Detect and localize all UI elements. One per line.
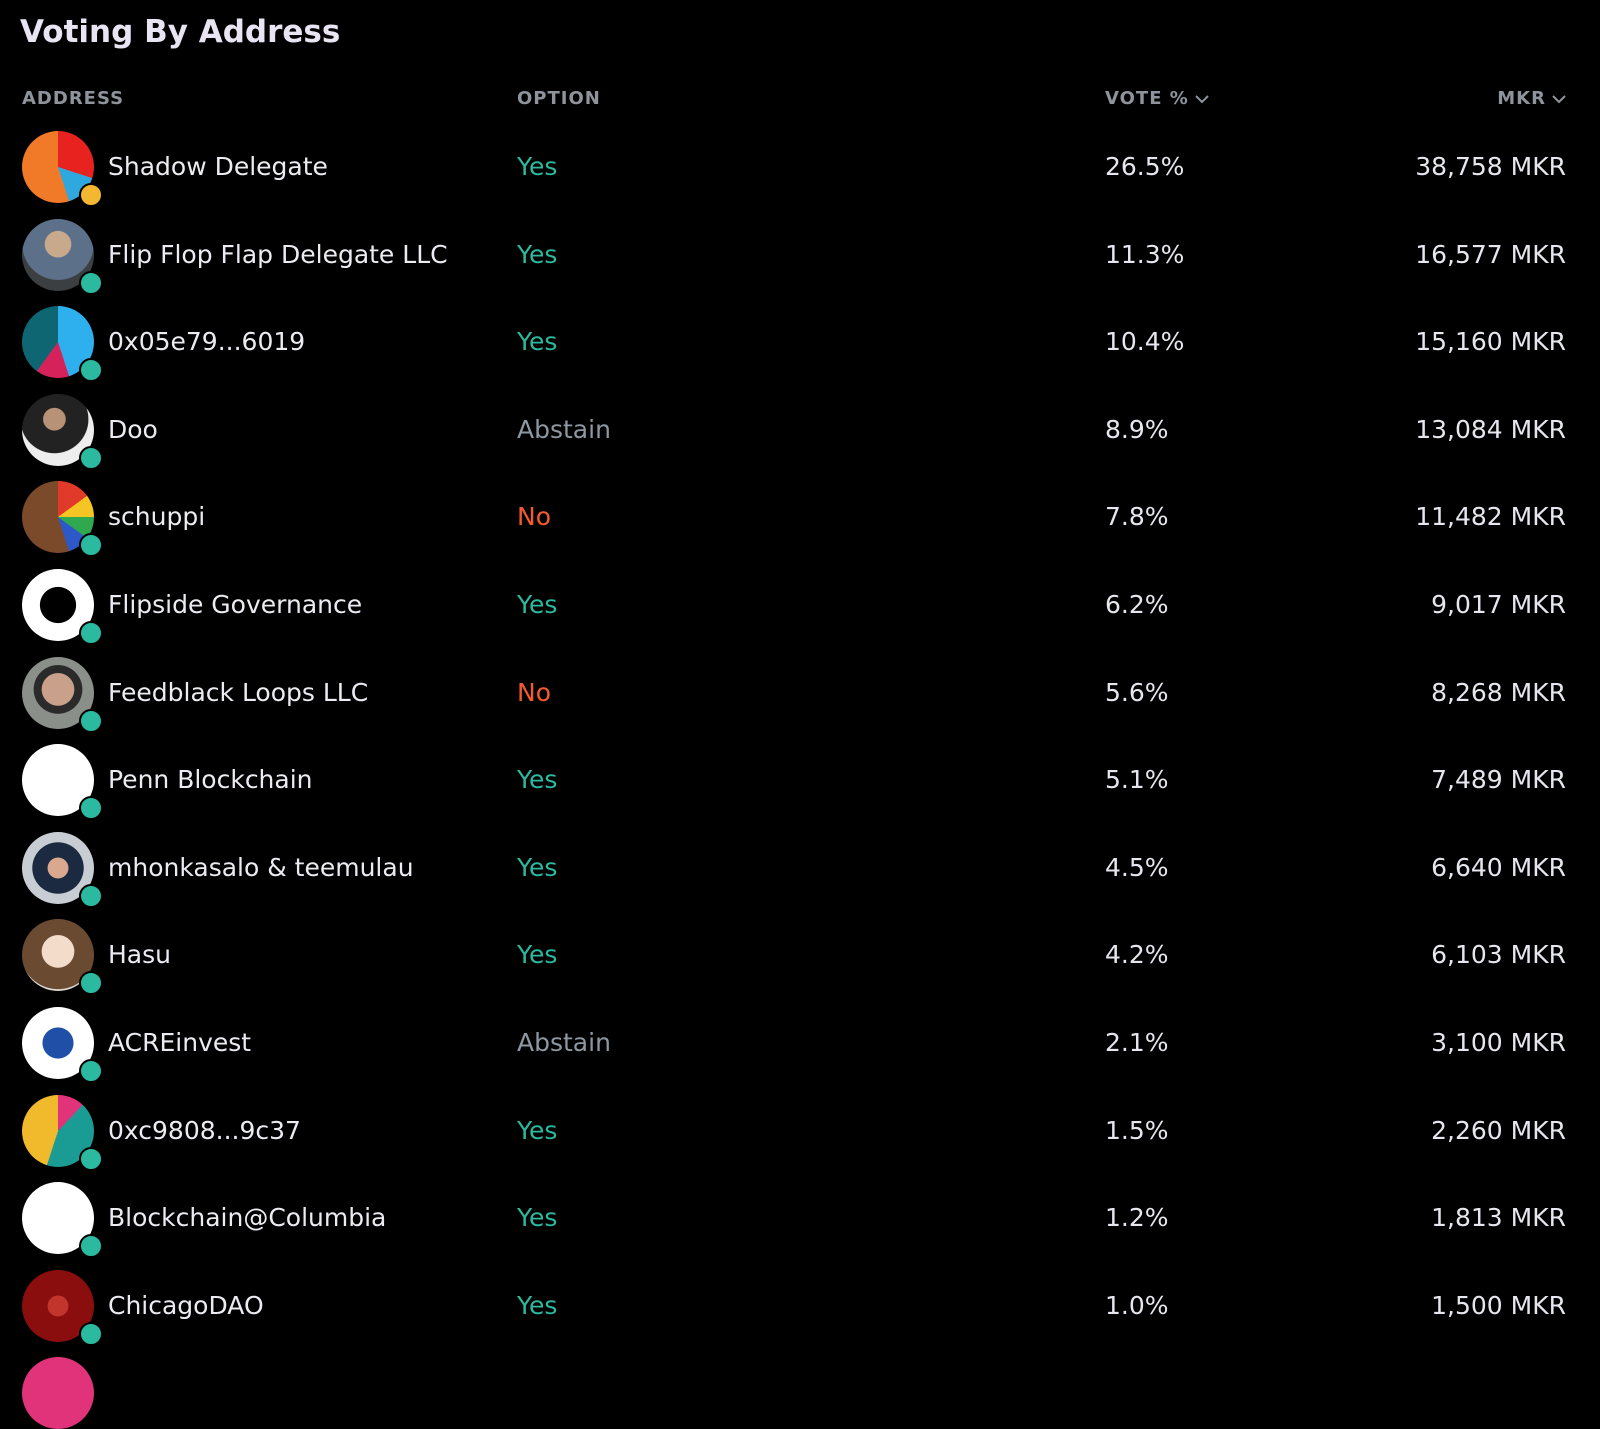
mkr-amount: 1,500 MKR bbox=[1431, 1290, 1566, 1320]
title: Voting By Address bbox=[20, 14, 341, 50]
badge bbox=[79, 796, 103, 821]
badge bbox=[79, 270, 103, 295]
mkr-amount: 3,100 MKR bbox=[1431, 1028, 1566, 1057]
vote-option: Yes bbox=[517, 327, 558, 357]
delegate-name[interactable]: 0xc9808...9c37 bbox=[108, 1115, 301, 1145]
badge bbox=[79, 708, 103, 733]
delegate-name[interactable]: Feedblack Loops LLC bbox=[108, 677, 369, 707]
vote-option: Yes bbox=[517, 239, 558, 269]
vote-option: No bbox=[517, 502, 551, 532]
vote-percent: 4.5% bbox=[1105, 852, 1169, 882]
badge bbox=[79, 183, 103, 207]
vote-percent: 4.2% bbox=[1105, 940, 1169, 970]
vote-percent: 11.3% bbox=[1105, 239, 1185, 269]
delegate-name[interactable]: 0x05e79...6019 bbox=[108, 327, 306, 357]
badge bbox=[79, 1146, 103, 1171]
header-label: ADDRESS bbox=[22, 88, 125, 109]
mkr-amount: 6,640 MKR bbox=[1431, 852, 1566, 882]
sort-chevron bbox=[1552, 95, 1566, 104]
header-label: OPTION bbox=[517, 88, 601, 109]
vote-percent: 2.1% bbox=[1105, 1028, 1169, 1057]
delegate-name[interactable]: Doo bbox=[108, 414, 158, 444]
badge bbox=[79, 1059, 103, 1083]
mkr-amount: 13,084 MKR bbox=[1415, 414, 1566, 444]
mkr-amount: 7,489 MKR bbox=[1431, 765, 1566, 795]
vote-percent: 26.5% bbox=[1105, 152, 1185, 181]
vote-percent: 1.0% bbox=[1105, 1290, 1169, 1320]
badge bbox=[79, 971, 103, 996]
sort-chevron bbox=[1195, 95, 1209, 104]
mkr-amount: 6,103 MKR bbox=[1431, 940, 1566, 970]
column-header: ADDRESS bbox=[22, 88, 124, 109]
mkr-amount: 8,268 MKR bbox=[1431, 677, 1566, 707]
delegate-name[interactable]: ACREinvest bbox=[108, 1028, 252, 1057]
badge bbox=[79, 1321, 103, 1346]
vote-percent: 8.9% bbox=[1105, 414, 1169, 444]
vote-option: Yes bbox=[517, 765, 558, 795]
vote-percent: 5.1% bbox=[1105, 765, 1169, 795]
mkr-amount: 15,160 MKR bbox=[1415, 327, 1566, 357]
avatar bbox=[22, 1357, 94, 1429]
column-header[interactable]: VOTE % bbox=[1105, 88, 1209, 109]
delegate-name[interactable]: Flipside Governance bbox=[108, 590, 363, 619]
delegate-name[interactable]: Blockchain@Columbia bbox=[108, 1203, 387, 1233]
column-header[interactable]: MKR bbox=[1497, 88, 1566, 109]
mkr-amount: 2,260 MKR bbox=[1431, 1115, 1566, 1145]
column-header: OPTION bbox=[517, 88, 601, 109]
vote-option: Abstain bbox=[517, 1028, 611, 1057]
vote-option: Yes bbox=[517, 852, 558, 882]
badge bbox=[79, 1234, 103, 1259]
vote-option: Yes bbox=[517, 1115, 558, 1145]
vote-option: Yes bbox=[517, 1290, 558, 1320]
mkr-amount: 1,813 MKR bbox=[1431, 1203, 1566, 1233]
mkr-amount: 16,577 MKR bbox=[1415, 239, 1566, 269]
page: Voting By Address ADDRESS OPTION VOTE % … bbox=[20, 14, 1566, 1429]
vote-percent: 5.6% bbox=[1105, 677, 1169, 707]
delegate-name[interactable]: Flip Flop Flap Delegate LLC bbox=[108, 239, 448, 269]
vote-option: Yes bbox=[517, 590, 558, 619]
vote-percent: 10.4% bbox=[1105, 327, 1185, 357]
delegate-name[interactable]: schuppi bbox=[108, 502, 206, 532]
badge bbox=[79, 621, 103, 645]
mkr-amount: 9,017 MKR bbox=[1431, 590, 1566, 619]
vote-option: Yes bbox=[517, 1203, 558, 1233]
header-label: MKR bbox=[1497, 88, 1546, 109]
delegate-name[interactable]: Shadow Delegate bbox=[108, 152, 328, 181]
mkr-amount: 38,758 MKR bbox=[1415, 152, 1566, 181]
badge bbox=[79, 358, 103, 383]
delegate-name[interactable]: Hasu bbox=[108, 940, 171, 970]
vote-percent: 1.5% bbox=[1105, 1115, 1169, 1145]
delegate-name[interactable]: Penn Blockchain bbox=[108, 765, 313, 795]
header-label: VOTE % bbox=[1105, 88, 1189, 109]
vote-option: Yes bbox=[517, 152, 558, 181]
badge bbox=[79, 445, 103, 470]
badge bbox=[79, 883, 103, 908]
vote-percent: 7.8% bbox=[1105, 502, 1169, 532]
vote-option: No bbox=[517, 677, 551, 707]
vote-option: Yes bbox=[517, 940, 558, 970]
mkr-amount: 11,482 MKR bbox=[1415, 502, 1566, 532]
vote-percent: 6.2% bbox=[1105, 590, 1169, 619]
badge bbox=[79, 533, 103, 558]
vote-percent: 1.2% bbox=[1105, 1203, 1169, 1233]
delegate-name[interactable]: mhonkasalo & teemulau bbox=[108, 852, 414, 882]
delegate-name[interactable]: ChicagoDAO bbox=[108, 1290, 264, 1320]
vote-option: Abstain bbox=[517, 414, 611, 444]
